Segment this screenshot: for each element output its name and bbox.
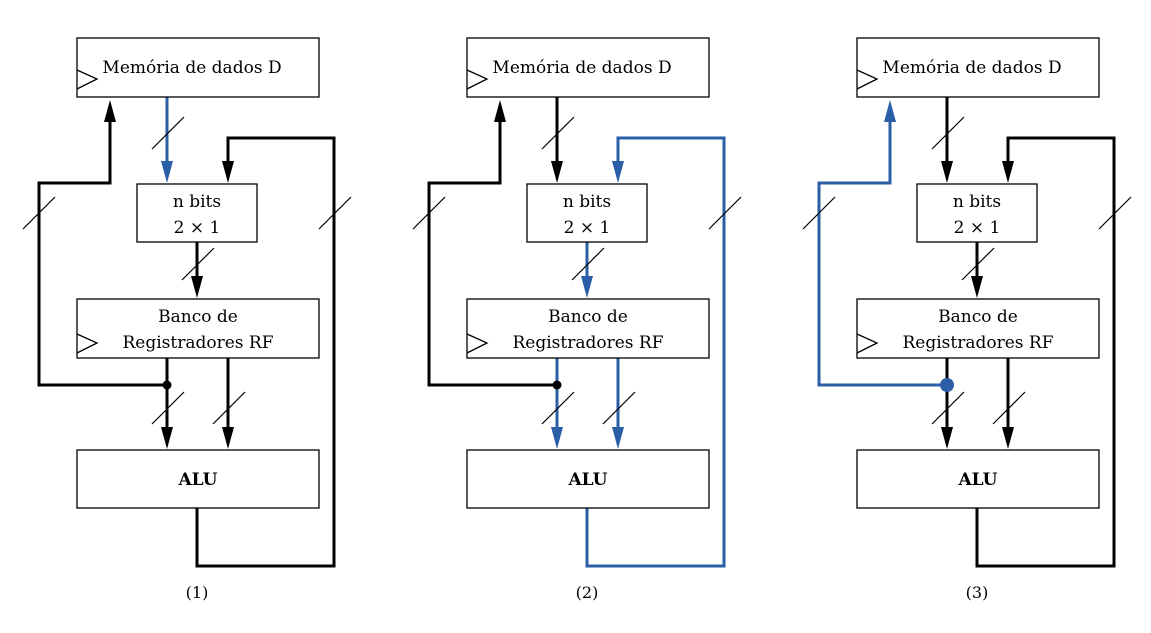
- mux-to-rf-arrow: [581, 276, 593, 298]
- clock-triangle-icon: [856, 69, 879, 90]
- rf-to-mem-arrow: [884, 100, 896, 122]
- rf-to-mem-arrow: [104, 100, 116, 122]
- rf-to-alu-right-arrow: [1002, 427, 1014, 449]
- mux-to-rf-bus-slash: [181, 247, 215, 281]
- register-file-label-line2: Registradores RF: [512, 333, 663, 353]
- mem-to-mux-arrow: [941, 161, 953, 183]
- data-memory-box: [466, 37, 710, 98]
- rf-to-alu-left-bus-slash: [151, 391, 185, 425]
- panel-caption: (3): [966, 583, 989, 602]
- register-file-label-line1: Banco de: [158, 307, 238, 327]
- junction-dot: [162, 380, 172, 390]
- rf-to-mem-bus-slash: [412, 196, 446, 230]
- register-file-box: [466, 298, 710, 359]
- alu-label: ALU: [177, 470, 217, 490]
- clock-triangle-icon: [466, 333, 489, 354]
- rf-to-alu-left-bus-slash: [931, 391, 965, 425]
- panel-caption: (1): [186, 583, 209, 602]
- mem-to-mux-bus-slash: [541, 116, 575, 150]
- panel-3: Memória de dados D n bits 2 × 1 Banco de Reg…: [802, 37, 1132, 602]
- alu-feedback-bus-slash: [1098, 196, 1132, 230]
- clock-triangle-icon: [466, 69, 489, 90]
- rf-to-alu-left-arrow: [161, 427, 173, 449]
- alu-box: [466, 449, 710, 509]
- data-memory-box: [76, 37, 320, 98]
- mux-to-rf-bus-slash: [961, 247, 995, 281]
- rf-to-alu-right-bus-slash: [212, 391, 246, 425]
- alu-label: ALU: [567, 470, 607, 490]
- alu-feedback-arrow: [612, 161, 624, 183]
- rf-to-alu-left-arrow: [941, 427, 953, 449]
- register-file-label-line1: Banco de: [548, 307, 628, 327]
- mux-to-rf-bus-slash: [571, 247, 605, 281]
- mux-box: [916, 183, 1038, 243]
- data-memory-label: Memória de dados D: [492, 58, 671, 78]
- register-file-label-line2: Registradores RF: [122, 333, 273, 353]
- alu-box: [856, 449, 1100, 509]
- data-memory-box: [856, 37, 1100, 98]
- alu-feedback-wire: [195, 136, 336, 568]
- data-memory-label: Memória de dados D: [882, 58, 1061, 78]
- alu-feedback-arrow: [222, 161, 234, 183]
- alu-label: ALU: [957, 470, 997, 490]
- data-memory-label: Memória de dados D: [102, 58, 281, 78]
- mem-to-mux-arrow: [551, 161, 563, 183]
- mux-to-rf-arrow: [971, 276, 983, 298]
- mux-label-line2: 2 × 1: [174, 218, 221, 238]
- rf-to-alu-left-bus-slash: [541, 391, 575, 425]
- mux-label-line2: 2 × 1: [564, 218, 611, 238]
- clock-triangle-icon: [76, 333, 99, 354]
- rf-to-alu-right-arrow: [222, 427, 234, 449]
- register-file-label-line1: Banco de: [938, 307, 1018, 327]
- rf-to-mem-bus-slash: [22, 196, 56, 230]
- mux-box: [136, 183, 258, 243]
- rf-to-mem-arrow: [494, 100, 506, 122]
- rf-to-alu-left-arrow: [551, 427, 563, 449]
- mux-to-rf-arrow: [191, 276, 203, 298]
- panel-1: Memória de dados D n bits 2 × 1 Banco de Reg…: [22, 37, 352, 602]
- mux-label-line1: n bits: [173, 192, 221, 212]
- register-file-box: [856, 298, 1100, 359]
- register-file-label-line2: Registradores RF: [902, 333, 1053, 353]
- rf-to-alu-right-bus-slash: [602, 391, 636, 425]
- mem-to-mux-arrow: [161, 161, 173, 183]
- junction-dot: [940, 378, 954, 392]
- mem-to-mux-bus-slash: [931, 116, 965, 150]
- rf-to-mem-wire: [427, 120, 557, 387]
- rf-to-mem-bus-slash: [802, 196, 836, 230]
- junction-dot: [552, 380, 562, 390]
- rf-to-alu-right-bus-slash: [992, 391, 1026, 425]
- rf-to-alu-right-arrow: [612, 427, 624, 449]
- alu-feedback-bus-slash: [708, 196, 742, 230]
- register-file-box: [76, 298, 320, 359]
- clock-triangle-icon: [856, 333, 879, 354]
- clock-triangle-icon: [76, 69, 99, 90]
- mem-to-mux-bus-slash: [151, 116, 185, 150]
- alu-feedback-bus-slash: [318, 196, 352, 230]
- panel-caption: (2): [576, 583, 599, 602]
- mux-label-line2: 2 × 1: [954, 218, 1001, 238]
- alu-feedback-wire: [975, 136, 1116, 568]
- alu-feedback-wire: [585, 136, 726, 568]
- rf-to-mem-wire: [37, 120, 167, 387]
- mux-label-line1: n bits: [953, 192, 1001, 212]
- alu-feedback-arrow: [1002, 161, 1014, 183]
- rf-to-mem-wire: [817, 120, 947, 387]
- mux-label-line1: n bits: [563, 192, 611, 212]
- panel-2: Memória de dados D n bits 2 × 1 Banco de Reg…: [412, 37, 742, 602]
- mux-box: [526, 183, 648, 243]
- alu-box: [76, 449, 320, 509]
- panels-group: Memória de dados D n bits 2 × 1 Banco de Reg…: [22, 37, 1132, 602]
